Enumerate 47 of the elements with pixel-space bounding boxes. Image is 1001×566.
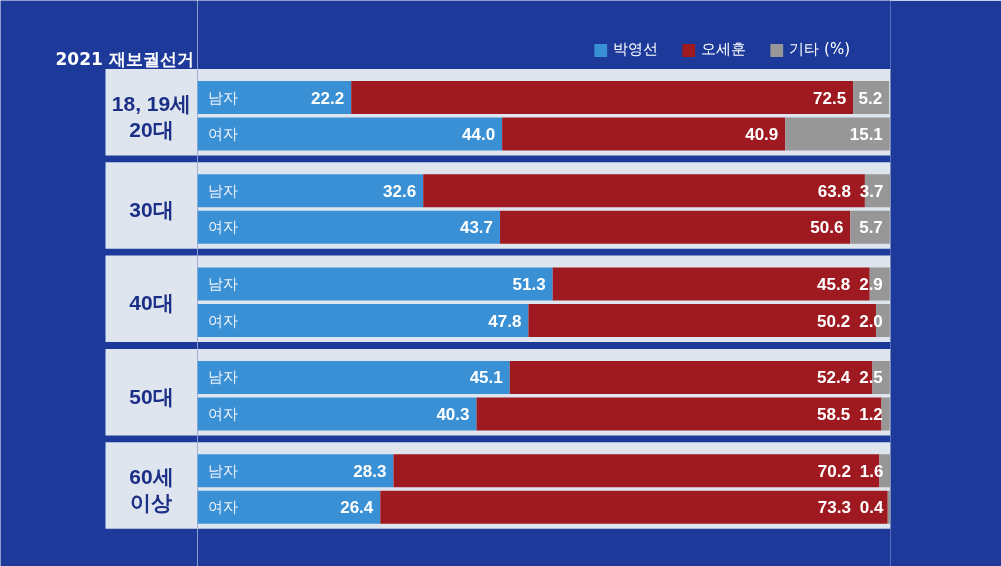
- data-label: 70.2: [817, 461, 851, 481]
- data-label: 26.4: [340, 498, 374, 518]
- text: 60세 이상: [129, 464, 174, 515]
- data-label: 15.1: [849, 125, 883, 144]
- data-label: 2.5: [859, 368, 883, 388]
- data-label: 73.3: [817, 498, 851, 518]
- data-label: 40.9: [745, 125, 779, 144]
- data-label: 28.3: [353, 461, 387, 481]
- legend-label: 박영선: [613, 40, 659, 59]
- y-tick-label: 여자: [207, 404, 238, 423]
- data-label: 44.0: [462, 125, 496, 144]
- data-label: 58.5: [817, 404, 851, 424]
- text: 50대: [129, 384, 174, 408]
- data-label: 72.5: [813, 88, 847, 108]
- data-label: 51.3: [512, 275, 546, 295]
- y-tick-label: 여자: [207, 498, 238, 517]
- y-tick-label: 남자: [207, 275, 238, 294]
- y-tick-label: 남자: [207, 88, 238, 107]
- data-label: 50.6: [810, 218, 844, 238]
- data-label: 1.2: [859, 404, 883, 424]
- y-tick-label: 여자: [207, 218, 238, 237]
- y-tick-label: 남자: [207, 181, 238, 200]
- legend-label: 기타 (%): [789, 40, 850, 59]
- data-label: 1.6: [859, 461, 884, 481]
- text: 18, 19세 20대: [111, 91, 192, 141]
- data-label: 22.2: [311, 88, 345, 108]
- data-label: 0.4: [859, 498, 885, 518]
- data-label: 47.8: [488, 311, 522, 331]
- data-label: 63.8: [817, 181, 851, 201]
- data-label: 5.2: [858, 88, 883, 108]
- chart-title: 2021 재보궐선거: [55, 48, 194, 69]
- text: 30대: [129, 198, 174, 222]
- data-label: 2.0: [859, 311, 883, 331]
- data-label: 43.7: [459, 218, 494, 238]
- data-label: 52.4: [817, 368, 851, 388]
- data-label: 45.1: [469, 368, 503, 388]
- data-label: 32.6: [383, 181, 417, 201]
- data-label: 45.8: [817, 275, 851, 295]
- y-tick-label: 여자: [207, 125, 238, 143]
- data-label: 5.7: [859, 218, 883, 238]
- y-tick-label: 남자: [207, 461, 238, 480]
- data-label: 50.2: [817, 311, 851, 331]
- y-tick-label: 여자: [207, 311, 238, 330]
- text: 40대: [129, 291, 174, 315]
- y-tick-label: 남자: [207, 368, 238, 387]
- data-label: 40.3: [436, 404, 470, 424]
- legend-label: 오세훈: [701, 40, 747, 59]
